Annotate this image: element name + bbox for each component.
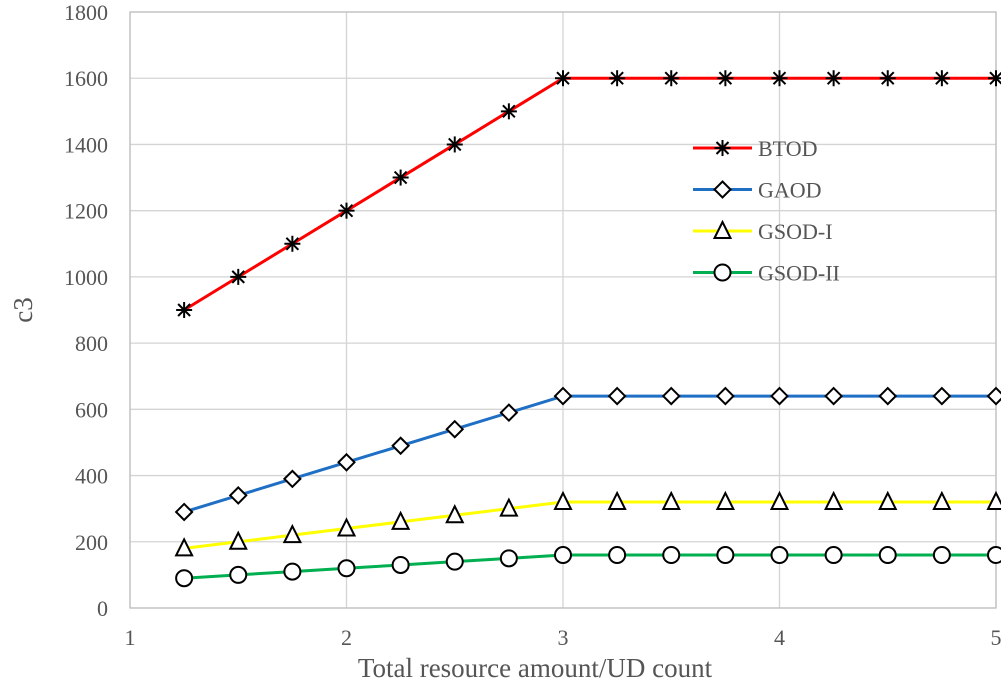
data-point-gsod-i xyxy=(282,523,302,544)
data-point-btod xyxy=(609,70,626,87)
legend-marker-gsod-ii xyxy=(713,263,732,282)
data-point-btod xyxy=(825,70,842,87)
y-tick-label: 200 xyxy=(75,530,108,555)
data-point-gsod-ii xyxy=(229,565,248,584)
data-point-btod xyxy=(988,70,1001,87)
data-point-btod xyxy=(284,235,301,252)
data-point-gsod-ii xyxy=(716,546,735,565)
data-point-gsod-i xyxy=(824,490,844,511)
y-tick-label: 600 xyxy=(75,397,108,422)
data-point-gaod xyxy=(174,502,194,522)
data-point-btod xyxy=(663,70,680,87)
data-point-gaod xyxy=(337,452,356,472)
legend-marker-btod xyxy=(714,140,731,156)
data-point-gsod-i xyxy=(228,530,248,550)
data-point-gsod-ii xyxy=(499,549,518,568)
data-point-gsod-i xyxy=(553,490,573,511)
data-point-btod xyxy=(230,268,247,285)
series-line-gsod-i xyxy=(183,500,996,550)
data-point-gsod-i xyxy=(986,490,1001,511)
y-tick-label: 1400 xyxy=(64,132,108,157)
legend-marker-gsod-i xyxy=(712,219,733,239)
data-point-btod xyxy=(771,70,788,87)
data-point-btod xyxy=(500,103,517,120)
data-point-btod xyxy=(555,70,571,87)
series-line-gaod xyxy=(183,394,996,514)
series-line-btod xyxy=(183,76,996,312)
data-point-btod xyxy=(338,202,355,219)
x-tick-label: 2 xyxy=(341,625,352,650)
data-point-gsod-i xyxy=(499,497,519,517)
data-point-gaod xyxy=(391,436,411,456)
legend-label-gsod-i: GSOD-I xyxy=(758,219,833,244)
y-tick-label: 800 xyxy=(75,331,108,356)
data-point-gaod xyxy=(986,386,1001,406)
legend-label-gaod: GAOD xyxy=(758,178,822,203)
y-tick-label: 1000 xyxy=(64,265,108,290)
data-point-btod xyxy=(446,136,463,153)
data-point-gsod-ii xyxy=(175,569,194,588)
data-point-gaod xyxy=(282,469,302,489)
y-tick-label: 0 xyxy=(97,596,108,621)
data-point-gsod-ii xyxy=(770,546,789,565)
data-point-btod xyxy=(933,70,950,87)
x-tick-label: 3 xyxy=(558,625,569,650)
data-point-gaod xyxy=(607,386,627,406)
data-point-gaod xyxy=(715,386,735,406)
data-point-gsod-ii xyxy=(662,546,681,565)
data-point-gsod-i xyxy=(769,490,790,511)
data-point-gaod xyxy=(932,386,952,406)
data-point-gsod-ii xyxy=(932,546,951,565)
data-point-btod xyxy=(176,302,193,318)
x-tick-label: 1 xyxy=(125,625,136,650)
legend-label-btod: BTOD xyxy=(758,136,818,161)
data-point-gsod-ii xyxy=(445,552,464,571)
data-point-gaod xyxy=(770,386,789,406)
data-point-btod xyxy=(879,70,896,87)
y-tick-label: 1800 xyxy=(64,0,108,25)
data-point-gsod-i xyxy=(336,517,357,537)
data-point-gsod-ii xyxy=(824,546,843,565)
data-point-gsod-i xyxy=(445,504,465,524)
plot-area xyxy=(129,11,997,609)
x-tick-label: 4 xyxy=(774,625,785,650)
data-point-gsod-ii xyxy=(391,555,410,574)
data-point-gsod-i xyxy=(878,490,898,511)
grid-lines xyxy=(129,11,997,609)
series-line-gsod-ii xyxy=(184,553,996,580)
x-tick-label: 5 xyxy=(991,625,1001,650)
data-point-gsod-i xyxy=(607,490,627,511)
data-point-gaod xyxy=(228,486,248,505)
data-point-gaod xyxy=(824,386,844,406)
data-point-gaod xyxy=(878,386,898,406)
data-point-gsod-i xyxy=(391,510,411,530)
data-point-gsod-ii xyxy=(337,559,356,578)
data-point-gsod-ii xyxy=(554,546,572,565)
data-point-btod xyxy=(717,70,734,87)
y-axis-title: c3 xyxy=(8,297,38,322)
y-tick-label: 1200 xyxy=(64,199,108,224)
data-point-gsod-i xyxy=(932,490,952,511)
x-axis-title: Total resource amount/UD count xyxy=(358,653,713,683)
data-point-gaod xyxy=(553,386,573,406)
legend-marker-gaod xyxy=(713,180,732,199)
legend-label-gsod-ii: GSOD-II xyxy=(758,261,840,286)
data-point-gaod xyxy=(499,403,519,423)
data-point-btod xyxy=(392,169,409,186)
data-point-gsod-ii xyxy=(283,562,302,581)
y-tick-label: 400 xyxy=(75,464,108,489)
data-point-gsod-i xyxy=(661,490,681,511)
data-point-gsod-i xyxy=(174,537,194,557)
data-point-gaod xyxy=(661,386,681,406)
data-point-gaod xyxy=(445,419,465,439)
data-point-gsod-ii xyxy=(987,546,1001,565)
data-point-gsod-ii xyxy=(878,546,897,565)
legend: BTOD GAOD GSOD-I GSOD-II xyxy=(693,136,840,286)
series-group xyxy=(174,70,1001,588)
y-tick-label: 1600 xyxy=(64,66,108,91)
data-point-gsod-ii xyxy=(608,546,627,565)
tick-labels: 1 2 3 4 5 0 200 400 600 800 1000 1200 1400 1600 1800 xyxy=(64,0,1001,650)
data-point-gsod-i xyxy=(715,490,735,511)
